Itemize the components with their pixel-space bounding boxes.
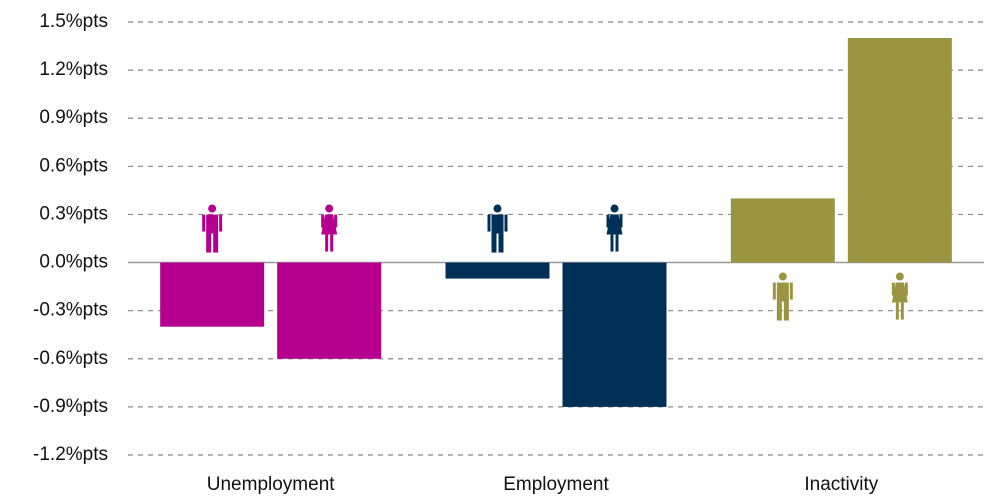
icon-leg	[900, 302, 904, 320]
icon-arm	[321, 214, 325, 228]
icon-body	[321, 214, 338, 235]
icon-head	[895, 272, 904, 281]
icon-leg	[610, 234, 614, 252]
icon-leg	[491, 233, 497, 253]
y-tick-label: 0.6%pts	[39, 155, 108, 176]
icon-leg	[206, 233, 212, 253]
y-tick-label: 0.9%pts	[39, 107, 108, 128]
icon-leg	[498, 233, 504, 253]
icon-leg	[213, 233, 219, 253]
x-tick-label: Inactivity	[804, 474, 878, 495]
icon-arm	[487, 214, 491, 232]
female-icon	[891, 272, 908, 320]
icon-head	[778, 272, 787, 281]
icon-head	[325, 204, 334, 213]
bar	[445, 262, 550, 279]
y-tick-label: -0.3%pts	[33, 300, 108, 321]
icon-leg	[615, 234, 619, 252]
icon-leg	[330, 234, 334, 252]
y-tick-label: -0.6%pts	[33, 348, 108, 369]
female-icon	[321, 204, 338, 252]
icon-arm	[334, 214, 338, 228]
male-icon	[202, 204, 223, 253]
icon-arm	[202, 214, 206, 232]
x-tick-label: Employment	[503, 474, 609, 495]
icon-arm	[772, 282, 776, 300]
icon-body	[891, 282, 908, 303]
male-icon	[772, 272, 793, 321]
female-icon	[606, 204, 623, 252]
bar	[562, 262, 667, 407]
icon-arm	[504, 214, 508, 232]
icon-arm	[904, 282, 908, 296]
x-tick-label: Unemployment	[207, 474, 335, 495]
y-tick-label: 1.5%pts	[39, 11, 108, 32]
icon-head	[610, 204, 619, 213]
icon-leg	[776, 301, 782, 321]
bar	[847, 38, 952, 263]
bar	[160, 262, 265, 327]
male-icon	[487, 204, 508, 253]
y-tick-label: 0.0%pts	[39, 252, 108, 273]
icon-arm	[219, 214, 223, 232]
icon-head	[208, 204, 217, 213]
bar	[277, 262, 382, 359]
y-tick-label: 0.3%pts	[39, 203, 108, 224]
y-tick-label: -1.2%pts	[33, 444, 108, 465]
icon-arm	[606, 214, 610, 228]
y-tick-label: -0.9%pts	[33, 396, 108, 417]
icon-body	[776, 282, 789, 302]
icon-arm	[891, 282, 895, 296]
icon-arm	[789, 282, 793, 300]
icon-head	[493, 204, 502, 213]
icon-arm	[619, 214, 623, 228]
icon-body	[491, 214, 504, 234]
icon-leg	[325, 234, 329, 252]
icon-body	[606, 214, 623, 235]
icon-body	[206, 214, 219, 234]
icon-leg	[895, 302, 899, 320]
icon-leg	[783, 301, 789, 321]
bar	[730, 198, 835, 263]
y-tick-label: 1.2%pts	[39, 59, 108, 80]
